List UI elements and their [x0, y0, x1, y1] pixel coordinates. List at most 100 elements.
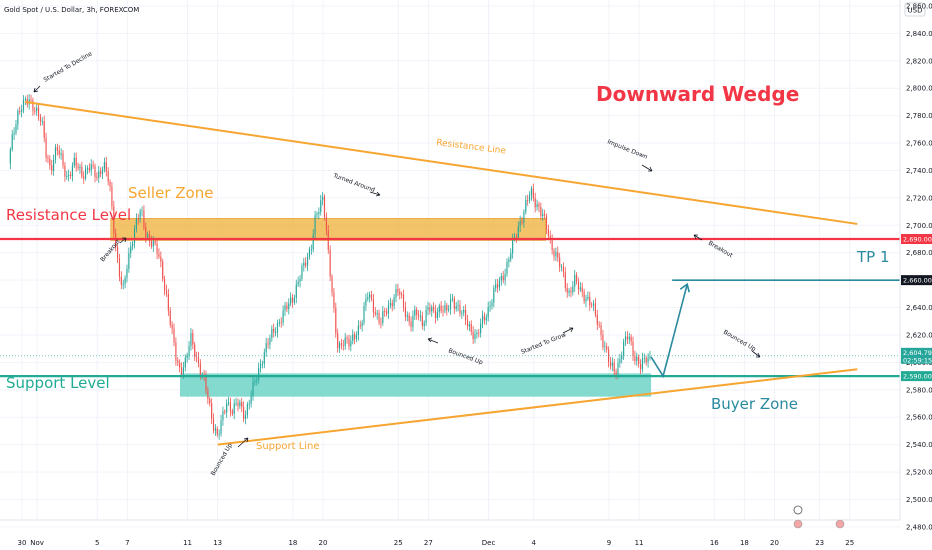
- chart-title: Gold Spot / U.S. Dollar, 3h, FOREXCOM: [4, 6, 139, 14]
- candle-body: [113, 206, 115, 234]
- candle-body: [214, 428, 216, 431]
- price-tick-label: 2,580.00: [906, 386, 932, 394]
- candle-body: [478, 332, 480, 334]
- candle-body: [369, 294, 371, 298]
- candle-body: [150, 240, 153, 247]
- candle-body: [254, 380, 256, 382]
- candle-body: [195, 356, 198, 358]
- candle-body: [188, 346, 190, 356]
- candle-body: [130, 246, 132, 254]
- candle-body: [310, 249, 312, 251]
- candle-body: [577, 281, 580, 290]
- candle-body: [380, 322, 382, 324]
- candle-body: [404, 306, 406, 317]
- candle-body: [88, 168, 90, 171]
- candle-body: [90, 164, 92, 171]
- candle-body: [527, 200, 529, 201]
- candle-body: [299, 278, 301, 282]
- candle-body: [412, 315, 414, 328]
- date-tick-label: 11: [183, 539, 192, 547]
- candle-body: [397, 289, 399, 293]
- candle-body: [32, 100, 34, 111]
- candle-body: [248, 403, 250, 405]
- candle-body: [49, 158, 51, 166]
- candle-body: [361, 322, 363, 327]
- candle-body: [493, 288, 495, 303]
- candle-body: [564, 272, 566, 288]
- candle-body: [387, 305, 390, 314]
- candle-body: [103, 162, 105, 169]
- price-axis-panel: [900, 0, 932, 550]
- resistance-level-label: Resistance Level: [6, 206, 131, 224]
- candle-body: [583, 291, 585, 302]
- candle-body: [305, 262, 307, 266]
- candle-body: [186, 355, 188, 358]
- annotation-arrow: [33, 85, 41, 93]
- candle-body: [376, 313, 378, 315]
- support-trendline: [217, 368, 858, 446]
- candle-body: [325, 216, 327, 231]
- candle-body: [224, 411, 226, 413]
- candle-body: [344, 337, 346, 346]
- candle-body: [604, 346, 606, 348]
- candle-body: [427, 307, 429, 311]
- candle-body: [504, 273, 506, 281]
- candle-body: [19, 110, 21, 112]
- candle-body: [301, 266, 303, 279]
- flag-icon[interactable]: [793, 519, 803, 529]
- candle-body: [229, 402, 232, 411]
- candle-body: [448, 309, 450, 311]
- candle-body: [263, 352, 265, 364]
- candle-body: [457, 305, 459, 307]
- candle-body: [346, 337, 348, 339]
- currency-box[interactable]: [904, 2, 926, 17]
- candle-body: [468, 324, 470, 327]
- candle-body: [92, 164, 94, 167]
- date-tick-label: 9: [607, 539, 611, 547]
- candle-body: [591, 305, 593, 307]
- candle-body: [85, 168, 87, 179]
- candle-body: [17, 110, 19, 125]
- candle-body: [173, 328, 175, 343]
- candle-body: [107, 171, 109, 182]
- candle-body: [483, 315, 485, 321]
- candle-body: [459, 305, 461, 314]
- candle-body: [329, 249, 331, 277]
- resistance-price-tag-text: 2,690.00: [903, 235, 932, 243]
- candle-body: [429, 307, 431, 312]
- candle-body: [179, 362, 181, 368]
- candle-body: [284, 305, 286, 311]
- candle-body: [259, 364, 262, 369]
- candle-body: [559, 257, 561, 268]
- candle-body: [496, 284, 499, 288]
- candle-body: [551, 238, 553, 251]
- candle-body: [64, 165, 66, 177]
- candle-body: [372, 299, 375, 313]
- price-tick-label: 2,760.00: [906, 140, 932, 148]
- candle-body: [589, 296, 591, 306]
- candle-body: [367, 297, 369, 300]
- flag-icon[interactable]: [835, 519, 845, 529]
- candle-body: [94, 166, 96, 178]
- event-icon[interactable]: [793, 505, 803, 515]
- candle-body: [624, 336, 627, 342]
- candle-body: [22, 99, 25, 111]
- candle-body: [194, 344, 196, 357]
- candle-body: [269, 337, 271, 345]
- date-tick-label: 18: [740, 539, 749, 547]
- candle-body: [508, 259, 510, 263]
- candle-body: [69, 174, 72, 177]
- support-price-tag-box: [901, 371, 932, 382]
- candle-body: [246, 404, 248, 416]
- candle-body: [267, 343, 269, 345]
- candle-body: [276, 323, 279, 333]
- resistance-price-tag-box: [901, 234, 932, 245]
- candle-body: [120, 276, 122, 285]
- candle-body: [645, 357, 647, 363]
- candle-body: [474, 334, 476, 340]
- candle-body: [538, 203, 540, 208]
- candle-body: [51, 165, 53, 171]
- candle-body: [261, 363, 264, 365]
- price-tick-label: 2,560.00: [906, 414, 932, 422]
